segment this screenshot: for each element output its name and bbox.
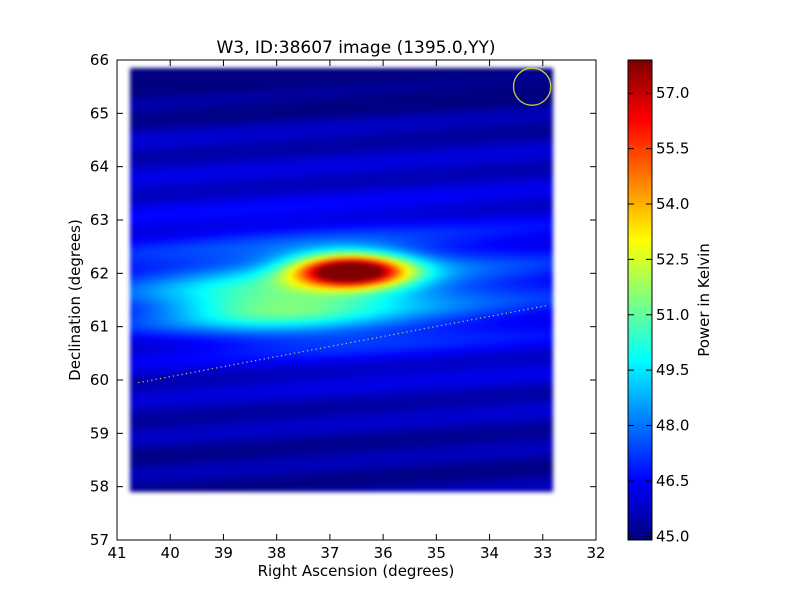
x-axis-label: Right Ascension (degrees)	[258, 562, 455, 580]
colorbar-tick-label: 45.0	[656, 527, 689, 545]
y-tick-label: 66	[90, 51, 109, 69]
colorbar-tick-label: 52.5	[656, 250, 689, 268]
y-tick-label: 60	[90, 371, 109, 389]
colorbar-tick-label: 55.5	[656, 140, 689, 158]
colorbar-tick-label: 57.0	[656, 84, 689, 102]
x-tick-label: 39	[214, 544, 233, 562]
y-axis-label: Declination (degrees)	[66, 219, 84, 381]
heatmap-image	[117, 60, 596, 540]
x-axis: 41 40 39 38 37 36 35 34 33 32	[107, 60, 606, 562]
y-tick-label: 58	[90, 478, 109, 496]
colorbar-image	[628, 60, 652, 540]
x-tick-label: 41	[107, 544, 126, 562]
colorbar-tick-label: 49.5	[656, 361, 689, 379]
colorbar-tick-label: 54.0	[656, 195, 689, 213]
colorbar-frame	[627, 59, 653, 541]
y-tick-label: 59	[90, 424, 109, 442]
beam-circle-overlay	[512, 67, 552, 106]
x-tick-label: 36	[374, 544, 393, 562]
colorbar-tick-label: 48.0	[656, 417, 689, 435]
x-tick-label: 37	[320, 544, 339, 562]
y-tick-label: 57	[90, 531, 109, 549]
y-tick-label: 63	[90, 211, 109, 229]
overlay-group	[138, 67, 552, 384]
colorbar-label: Power in Kelvin	[695, 243, 713, 357]
x-tick-label: 35	[427, 544, 446, 562]
y-tick-label: 64	[90, 158, 109, 176]
colorbar-ticks: 45.0 46.5 48.0 49.5 51.0 52.5 54.0 55.5 57.0	[628, 84, 689, 545]
y-tick-label: 62	[90, 264, 109, 282]
y-tick-label: 61	[90, 318, 109, 336]
y-axis: 57 58 59 60 61 62 63 64 65 66	[90, 51, 596, 549]
x-tick-label: 32	[586, 544, 605, 562]
x-tick-label: 38	[267, 544, 286, 562]
plot-frame	[116, 59, 597, 541]
x-tick-label: 34	[480, 544, 499, 562]
chart-title: W3, ID:38607 image (1395.0,YY)	[216, 38, 495, 58]
y-tick-label: 65	[90, 104, 109, 122]
colorbar-tick-label: 51.0	[656, 306, 689, 324]
x-tick-label: 40	[161, 544, 180, 562]
x-tick-label: 33	[533, 544, 552, 562]
colorbar-tick-label: 46.5	[656, 472, 689, 490]
